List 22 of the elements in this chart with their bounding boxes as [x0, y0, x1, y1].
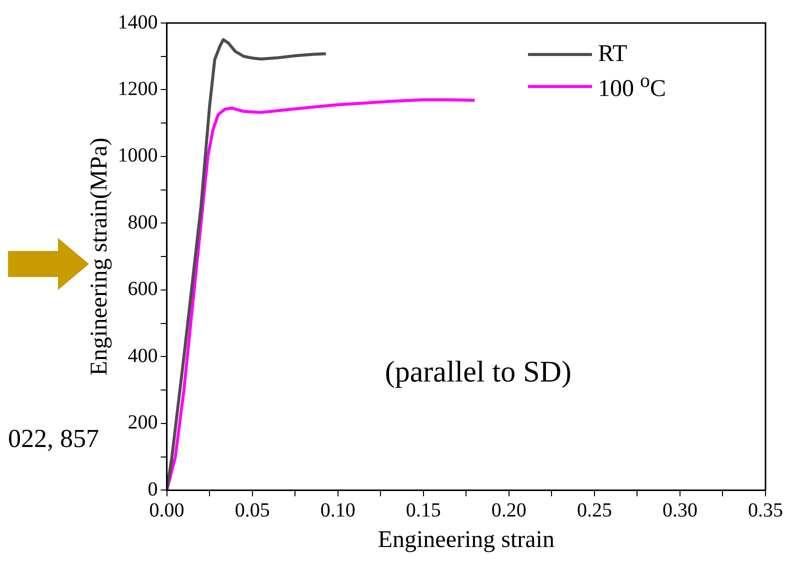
x-tick-label: 0.30	[662, 499, 698, 522]
annotation: (parallel to SD)	[384, 355, 572, 388]
x-tick-label: 0.20	[491, 499, 526, 522]
x-tick-label: 0.25	[576, 499, 612, 522]
x-tick-label: 0.05	[234, 499, 270, 522]
y-axis-title: Engineering strain(MPa)	[86, 138, 113, 376]
x-tick-label: 0.00	[149, 499, 184, 522]
y-tick-label: 200	[128, 412, 158, 434]
y-tick-label: 600	[128, 278, 158, 300]
legend-label: RT	[598, 40, 628, 68]
x-tick-label: 0.35	[748, 499, 783, 522]
y-tick-label: 1000	[118, 144, 158, 167]
y-tick-label: 0	[148, 478, 158, 500]
y-tick-label: 400	[128, 344, 158, 367]
y-tick-label: 1400	[118, 11, 158, 34]
x-tick-label: 0.15	[406, 499, 441, 522]
x-tick-label: 0.10	[320, 499, 356, 522]
legend-label: 100 $^{o}$C	[598, 70, 666, 102]
y-tick-label: 800	[128, 211, 158, 234]
text: 022, 857	[8, 424, 99, 453]
y-tick-label: 1200	[118, 78, 158, 100]
x-axis-title: Engineering strain	[378, 526, 554, 553]
